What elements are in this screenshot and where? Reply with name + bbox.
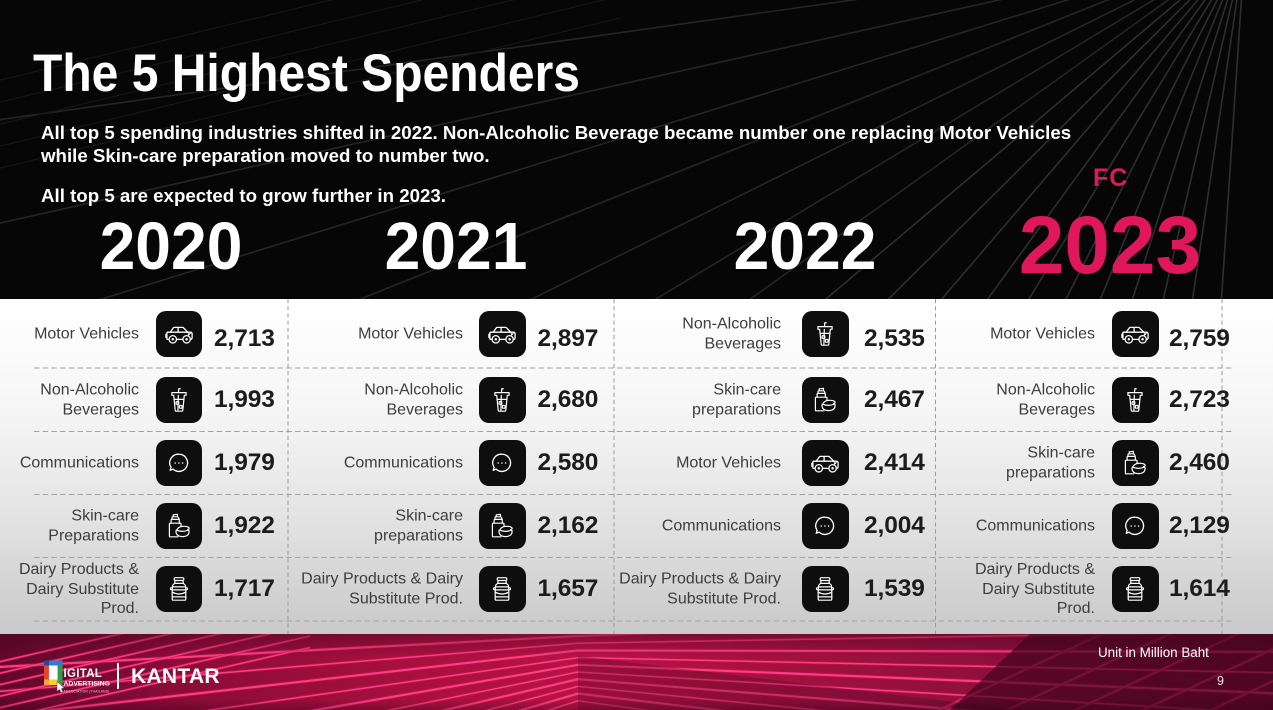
svg-text:ASSOCIATION (THAILAND): ASSOCIATION (THAILAND) — [64, 690, 110, 694]
svg-text:IGITAL: IGITAL — [64, 668, 103, 680]
svg-text:ADVERTISING: ADVERTISING — [64, 681, 110, 688]
